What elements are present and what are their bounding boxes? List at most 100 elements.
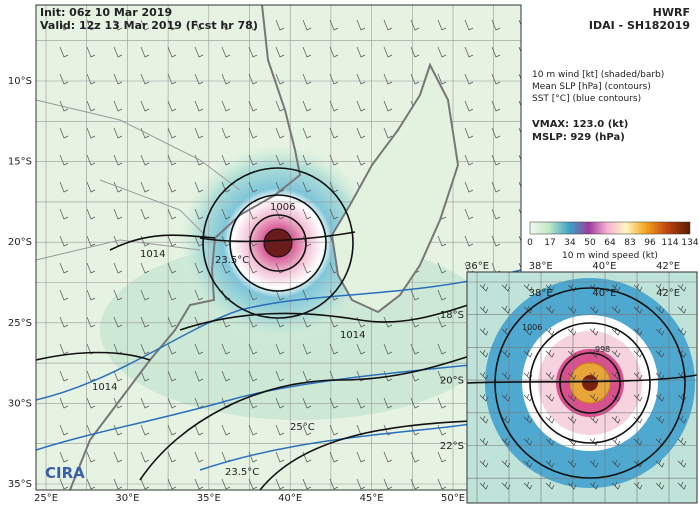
- wind-barb: [518, 154, 521, 161]
- wind-barb: [464, 100, 474, 112]
- wind-barb: [410, 424, 420, 436]
- wind-barb: [589, 305, 599, 314]
- wind-barb: [464, 235, 474, 247]
- wind-barb: [167, 424, 177, 436]
- wind-barb: [113, 73, 123, 85]
- wind-barb: [86, 46, 96, 58]
- wind-barb: [167, 289, 177, 301]
- wind-barb: [302, 262, 312, 274]
- wind-barb: [437, 451, 447, 463]
- wind-barb: [59, 154, 69, 166]
- wind-barb: [329, 316, 339, 328]
- lon-label: 50°E: [441, 493, 465, 504]
- wind-barb: [113, 208, 123, 220]
- lat-label: 20°S: [8, 237, 32, 248]
- wind-barb: [356, 100, 366, 112]
- wind-barb: [167, 316, 177, 328]
- wind-barb: [59, 127, 69, 139]
- wind-barb: [275, 424, 285, 436]
- wind-barb: [501, 437, 511, 446]
- wind-barb: [611, 283, 621, 292]
- wind-barb: [545, 481, 555, 490]
- wind-barb: [479, 393, 489, 402]
- wind-barb: [329, 154, 339, 166]
- wind-barb: [479, 327, 489, 336]
- wind-barb: [248, 289, 258, 301]
- wind-barb: [329, 343, 339, 355]
- wind-barb: [655, 481, 665, 490]
- wind-barb: [86, 208, 96, 220]
- wind-barb: [545, 283, 555, 292]
- wind-barb: [86, 451, 96, 463]
- wind-barb: [356, 19, 366, 31]
- wind-barb: [383, 19, 393, 31]
- inset-lon-label: 38°E: [529, 261, 553, 272]
- wind-barb: [113, 262, 123, 274]
- wind-barb: [59, 370, 69, 382]
- wind-barb: [437, 46, 447, 58]
- wind-barb: [677, 481, 687, 490]
- wind-barb: [221, 100, 231, 112]
- wind-barb: [655, 415, 665, 424]
- wind-barb: [501, 393, 511, 402]
- wind-barb: [479, 481, 489, 490]
- wind-barb: [501, 283, 511, 292]
- wind-barb: [59, 316, 69, 328]
- colorbar-tick: 134: [681, 238, 698, 248]
- wind-barb: [194, 451, 204, 463]
- wind-barb: [194, 127, 204, 139]
- wind-barb: [248, 424, 258, 436]
- wind-barb: [275, 127, 285, 139]
- wind-barb: [140, 235, 150, 247]
- wind-barb: [275, 289, 285, 301]
- contour-label: 1014: [340, 330, 365, 341]
- wind-barb: [633, 481, 643, 490]
- wind-barb: [356, 343, 366, 355]
- wind-barb: [611, 393, 621, 402]
- wind-barb: [86, 19, 96, 31]
- wind-barb: [302, 424, 312, 436]
- storm-id: IDAI - SH182019: [589, 19, 690, 32]
- wind-barb: [113, 19, 123, 31]
- wind-barb: [329, 478, 339, 490]
- wind-barb: [302, 343, 312, 355]
- wind-barb: [329, 208, 339, 220]
- colorbar-tick: 0: [527, 238, 533, 248]
- wind-barb: [140, 208, 150, 220]
- legend-line: Mean SLP [hPa] (contours): [532, 82, 651, 92]
- wind-barb: [589, 393, 599, 402]
- inset-lon-label: 42°E: [656, 288, 680, 299]
- wind-barb: [677, 459, 687, 468]
- borders: [36, 99, 241, 261]
- wind-barb: [437, 316, 447, 328]
- colorbar-ticks: 0 17 34 50 64 83 96 114 134: [527, 238, 699, 248]
- wind-barb: [518, 235, 521, 242]
- wind-barb: [302, 46, 312, 58]
- wind-barb: [140, 424, 150, 436]
- inset-lat-label: 20°S: [440, 376, 464, 387]
- wind-barb: [437, 235, 447, 247]
- wind-barb: [140, 451, 150, 463]
- wind-barb: [545, 415, 555, 424]
- wind-barb: [677, 327, 687, 336]
- wind-barb: [567, 305, 577, 314]
- lon-label: 40°E: [278, 493, 302, 504]
- inset-eye: [582, 375, 598, 391]
- wind-barb: [59, 73, 69, 85]
- wind-barb: [221, 208, 231, 220]
- wind-barb: [410, 451, 420, 463]
- wind-barb: [140, 289, 150, 301]
- wind-barb: [329, 127, 339, 139]
- wind-barb: [302, 100, 312, 112]
- wind-barb: [545, 393, 555, 402]
- madagascar: [330, 62, 460, 314]
- lat-label: 10°S: [8, 76, 32, 87]
- wind-barb: [464, 154, 474, 166]
- wind-barb: [329, 73, 339, 85]
- wind-barb: [589, 481, 599, 490]
- wind-barb: [329, 451, 339, 463]
- wind-barb: [221, 154, 231, 166]
- wind-barb: [518, 73, 521, 80]
- wind-barb: [167, 19, 177, 31]
- wind-barb: [113, 127, 123, 139]
